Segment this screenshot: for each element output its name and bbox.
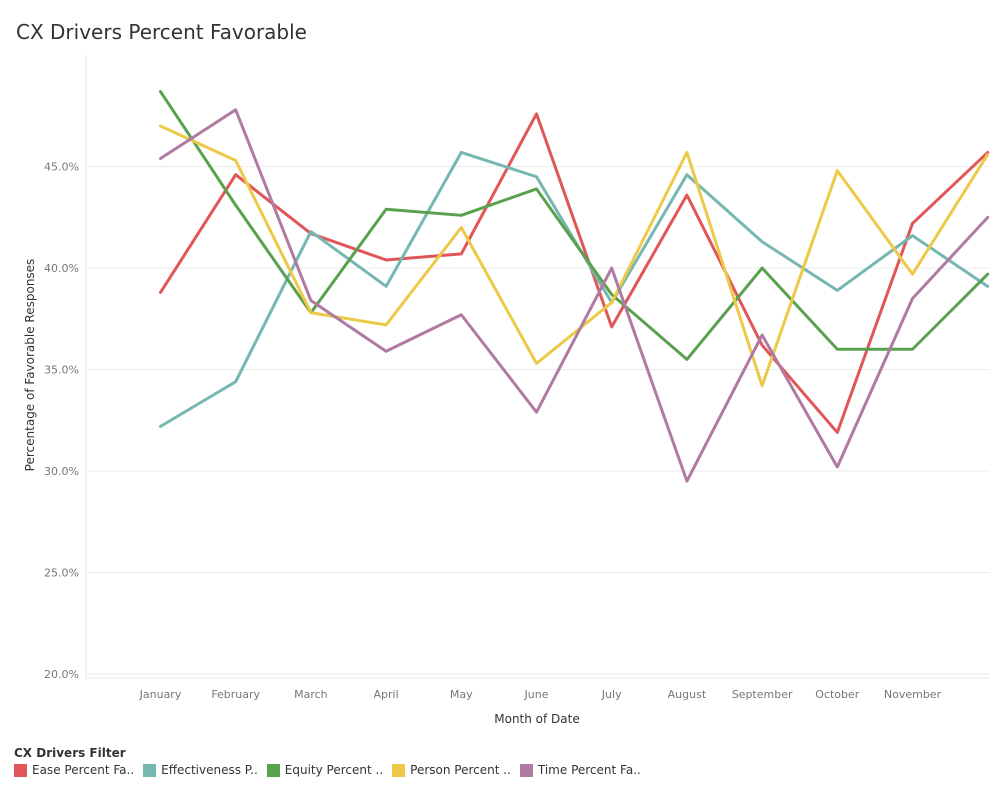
legend-label: Ease Percent Fa..: [32, 763, 135, 777]
series-line-2: [159, 150, 990, 428]
chart-title: CX Drivers Percent Favorable: [16, 20, 307, 44]
legend-label: Equity Percent ..: [284, 763, 384, 777]
x-axis-ticks: January February March April May June July Augu…: [139, 688, 942, 701]
line-chart: 20.0% 25.0% 30.0% 35.0% 40.0% 45.0% January Fe…: [23, 55, 990, 726]
x-tick-label: October: [815, 688, 859, 701]
x-tick-label: February: [211, 688, 260, 701]
series-line-4: [159, 124, 990, 388]
x-tick-label: November: [884, 688, 942, 701]
x-tick-label: May: [450, 688, 473, 701]
legend-title: CX Drivers Filter: [14, 746, 126, 760]
x-tick-label: August: [668, 688, 707, 701]
x-tick-label: September: [732, 688, 793, 701]
x-axis-title: Month of Date: [494, 712, 580, 726]
legend-swatch: [143, 763, 157, 777]
y-tick-label: 25.0%: [44, 566, 79, 579]
legend-item-5[interactable]: Time Percent Fa..: [519, 763, 641, 777]
legend-swatch: [392, 763, 406, 777]
series-line-1: [159, 112, 990, 434]
legend-items: Ease Percent Fa.. Effectiveness P.. Equity…: [14, 763, 650, 777]
x-tick-label: April: [374, 688, 399, 701]
legend-label: Time Percent Fa..: [537, 763, 641, 777]
y-axis-ticks: 20.0% 25.0% 30.0% 35.0% 40.0% 45.0%: [44, 161, 79, 681]
y-tick-label: 45.0%: [44, 161, 79, 174]
y-tick-label: 40.0%: [44, 262, 79, 275]
y-tick-label: 20.0%: [44, 668, 79, 681]
series-line-5: [159, 108, 990, 483]
legend: CX Drivers Filter Ease Percent Fa.. Effec…: [14, 746, 650, 777]
legend-item-3[interactable]: Equity Percent ..: [266, 763, 384, 777]
legend-swatch: [519, 763, 533, 777]
legend-label: Effectiveness P..: [161, 763, 258, 777]
x-tick-label: June: [524, 688, 549, 701]
series-line-3: [159, 90, 990, 361]
legend-item-1[interactable]: Ease Percent Fa..: [14, 763, 134, 777]
x-tick-label: July: [601, 688, 622, 701]
gridlines: [85, 55, 990, 679]
x-tick-label: March: [294, 688, 328, 701]
y-axis-title: Percentage of Favorable Responses: [23, 259, 37, 472]
legend-label: Person Percent ..: [410, 763, 511, 777]
x-tick-label: January: [139, 688, 182, 701]
series-lines: [159, 90, 990, 483]
legend-swatch: [14, 763, 27, 777]
y-tick-label: 35.0%: [44, 364, 79, 377]
legend-item-2[interactable]: Effectiveness P..: [143, 763, 258, 777]
legend-item-4[interactable]: Person Percent ..: [392, 763, 511, 777]
legend-swatch: [266, 763, 280, 777]
y-tick-label: 30.0%: [44, 465, 79, 478]
